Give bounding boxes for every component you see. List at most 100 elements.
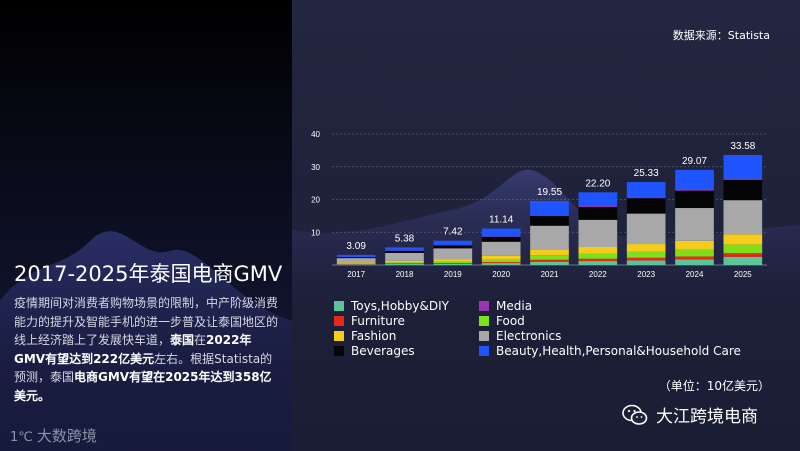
bar-segment bbox=[481, 236, 521, 242]
bar-segment bbox=[530, 259, 569, 262]
legend-item: Media bbox=[479, 299, 532, 313]
bar-segment bbox=[578, 206, 618, 208]
y-tick-label: 20 bbox=[311, 196, 320, 205]
x-tick-label: 2025 bbox=[734, 270, 752, 279]
bar-segment bbox=[675, 240, 714, 250]
bar-segment bbox=[626, 251, 666, 258]
bar-segment bbox=[626, 244, 666, 252]
total-data-label: 5.38 bbox=[395, 233, 415, 244]
brand-logo-text: 大数跨境 bbox=[36, 427, 97, 445]
bar-segment bbox=[626, 197, 666, 199]
bar-segment bbox=[385, 264, 424, 265]
bar-segment bbox=[723, 244, 763, 254]
bar-segment bbox=[336, 264, 376, 265]
bar-segment bbox=[578, 261, 618, 265]
bar-segment bbox=[530, 261, 569, 265]
legend-swatch bbox=[334, 346, 344, 356]
bar-segment bbox=[578, 219, 618, 247]
left-panel: 2017-2025年泰国电商GMV 疫情期间对消费者购物场景的限制，中产阶级消费… bbox=[0, 0, 292, 451]
total-data-label: 33.58 bbox=[730, 141, 755, 152]
total-data-label: 19.55 bbox=[537, 187, 562, 198]
bar-segment bbox=[481, 263, 521, 265]
bar-segment bbox=[578, 253, 618, 259]
bar-segment bbox=[481, 241, 521, 256]
description-text: 疫情期间对消费者购物场景的限制，中产阶级消费能力的提升及智能手机的进一步普及让泰… bbox=[14, 294, 282, 405]
legend-swatch bbox=[479, 301, 489, 311]
total-data-label: 7.42 bbox=[443, 227, 463, 238]
legend-swatch bbox=[479, 346, 489, 356]
bar-segment bbox=[385, 252, 424, 261]
bar-segment bbox=[481, 255, 521, 260]
bar-segment bbox=[530, 255, 569, 260]
bar-segment bbox=[578, 207, 618, 220]
legend-label: Fashion bbox=[351, 329, 397, 343]
legend-item: Toys,Hobby&DIY bbox=[334, 299, 449, 313]
bar-segment bbox=[481, 228, 521, 237]
bar-segment bbox=[675, 249, 714, 257]
bar-segment bbox=[433, 245, 473, 249]
bar-segment bbox=[626, 257, 666, 261]
bar-segment bbox=[723, 256, 763, 265]
logo-mark-icon: 1℃ bbox=[10, 430, 33, 445]
bar-segment bbox=[530, 200, 569, 216]
legend-label: Media bbox=[496, 299, 533, 313]
legend-item: Furniture bbox=[334, 314, 405, 328]
bar-segment bbox=[578, 258, 618, 262]
bar-segment bbox=[675, 256, 714, 260]
bar-segment bbox=[336, 258, 376, 263]
bar-segment bbox=[433, 263, 473, 265]
bar-segment bbox=[675, 189, 714, 191]
legend-swatch bbox=[479, 316, 489, 326]
description-part: 在 bbox=[194, 333, 207, 347]
bar-segment bbox=[433, 259, 473, 262]
x-tick-label: 2021 bbox=[541, 270, 559, 279]
bar-segment bbox=[723, 234, 763, 245]
x-tick-label: 2023 bbox=[637, 270, 655, 279]
bar-segment bbox=[723, 178, 763, 180]
legend-item: Food bbox=[479, 314, 525, 328]
bar-segment bbox=[385, 260, 424, 263]
description-part: 2022年GMV有望达到222亿美元 bbox=[14, 333, 252, 366]
bar-segment bbox=[675, 190, 714, 209]
description-part: 电商GMV有望在2025年达到358亿美元。 bbox=[14, 370, 272, 403]
page-title: 2017-2025年泰国电商GMV bbox=[14, 262, 283, 286]
bar-segment bbox=[481, 262, 521, 264]
stacked-bar-chart: 10 20 30 40 2017 3.09 2018 5.38 2019 7.42 2020 11.1… bbox=[311, 130, 767, 279]
bar-segment bbox=[385, 250, 424, 253]
mountain-decoration bbox=[0, 231, 292, 451]
bar-segment bbox=[578, 192, 618, 207]
bar-segment bbox=[626, 260, 666, 265]
unit-label: （单位：10亿美元） bbox=[658, 379, 770, 393]
y-tick-label: 40 bbox=[311, 130, 320, 139]
x-tick-label: 2018 bbox=[396, 270, 414, 279]
bar-segment bbox=[433, 248, 473, 260]
bar-segment bbox=[626, 213, 666, 245]
description-part: 疫情期间对消费者购物场景的限制，中产阶级消费能力的提升及智能手机的进一步普及让泰… bbox=[14, 296, 279, 347]
bar-segment bbox=[385, 263, 424, 265]
bar-segment bbox=[675, 208, 714, 241]
legend-swatch bbox=[334, 331, 344, 341]
legend-item: Beauty,Health,Personal&Household Care bbox=[479, 344, 741, 358]
bar-segment bbox=[336, 254, 376, 257]
legend-swatch bbox=[334, 301, 344, 311]
wechat-account: 大江跨境电商 bbox=[622, 402, 758, 427]
legend-swatch bbox=[334, 316, 344, 326]
bar-segment bbox=[675, 259, 714, 265]
bar-segment bbox=[336, 257, 376, 259]
bar-segment bbox=[530, 215, 569, 226]
x-tick-label: 2024 bbox=[686, 270, 704, 279]
bar-segment bbox=[675, 169, 714, 190]
x-tick-label: 2019 bbox=[444, 270, 462, 279]
bar-segment bbox=[723, 200, 763, 235]
description-part: 左右。根据Statista的预测，泰国 bbox=[14, 351, 273, 385]
legend-label: Toys,Hobby&DIY bbox=[351, 299, 449, 313]
wechat-icon bbox=[622, 404, 648, 425]
brand-logo: 1℃ 大数跨境 bbox=[10, 425, 97, 446]
bar-segment bbox=[433, 240, 473, 246]
bar-segment bbox=[433, 263, 473, 264]
bar-segment bbox=[385, 247, 424, 251]
legend-label: Furniture bbox=[351, 314, 405, 328]
x-tick-label: 2017 bbox=[347, 270, 365, 279]
legend-label: Beauty,Health,Personal&Household Care bbox=[496, 344, 741, 358]
bar-segment bbox=[481, 259, 521, 263]
